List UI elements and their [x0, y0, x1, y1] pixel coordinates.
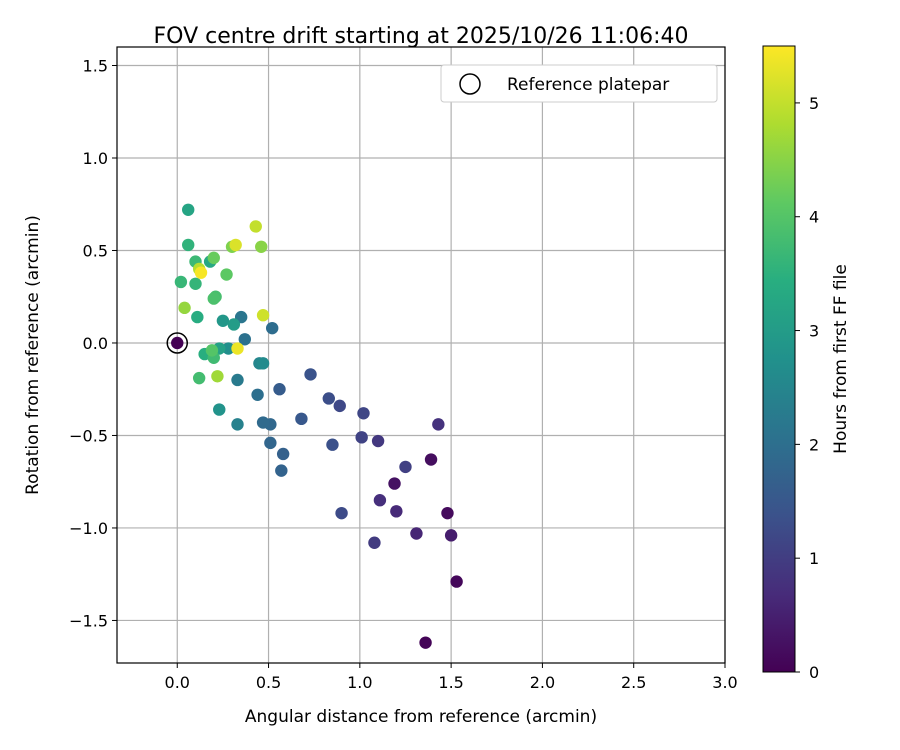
data-point: [211, 370, 224, 383]
reference-platepar-marker: [166, 332, 189, 354]
colorbar-tick-label: 5: [809, 94, 819, 113]
data-point: [189, 277, 202, 290]
data-point: [255, 240, 268, 253]
data-point: [304, 368, 317, 381]
y-tick-label: 1.0: [83, 149, 108, 168]
data-point: [275, 464, 288, 477]
data-point: [390, 505, 403, 518]
data-point: [238, 333, 252, 346]
data-point: [213, 403, 226, 416]
data-point: [231, 418, 244, 431]
y-tick-label: 0.5: [83, 241, 108, 260]
data-point: [227, 318, 241, 331]
data-point: [368, 536, 381, 549]
x-axis-label: Angular distance from reference (arcmin): [245, 707, 597, 727]
x-tick-label: 0.0: [165, 673, 190, 692]
legend-marker-icon: [459, 73, 481, 95]
y-axis-ticks: −1.5 −1.0 −0.5 0.0 0.5 1.0 1.5: [69, 56, 117, 630]
data-point: [191, 310, 204, 324]
data-point: [231, 342, 244, 355]
data-point: [322, 392, 335, 405]
data-point: [424, 453, 438, 466]
data-point: [256, 357, 270, 370]
chart-title: FOV centre drift starting at 2025/10/26 …: [154, 24, 689, 49]
colorbar-tick-label: 3: [809, 322, 819, 341]
x-tick-label: 2.5: [621, 673, 646, 692]
data-point: [231, 373, 244, 387]
data-point: [335, 506, 348, 520]
data-point: [192, 371, 206, 385]
x-axis-ticks: 0.0 0.5 1.0 1.5 2.0 2.5 3.0: [165, 663, 738, 692]
y-tick-label: −1.5: [69, 611, 108, 630]
x-tick-label: 0.5: [256, 673, 281, 692]
x-tick-label: 2.0: [530, 673, 555, 692]
data-point: [276, 447, 290, 461]
data-point: [222, 342, 235, 355]
y-tick-label: −0.5: [69, 426, 108, 445]
colorbar-tick-label: 4: [809, 208, 819, 227]
data-point: [419, 636, 432, 649]
data-point: [432, 418, 445, 431]
colorbar-ticks: 0 1 2 3 4 5: [795, 94, 819, 682]
data-point: [194, 266, 208, 279]
data-point: [256, 416, 270, 429]
colorbar-tick-label: 2: [809, 435, 819, 454]
data-point: [216, 314, 230, 327]
data-point: [444, 529, 458, 542]
data-point: [229, 238, 242, 252]
data-point: [410, 527, 423, 540]
data-point: [178, 301, 191, 315]
legend: Reference platepar: [440, 64, 718, 103]
colorbar-gradient: [762, 45, 796, 673]
data-point: [326, 438, 339, 451]
data-point: [441, 506, 454, 520]
data-point: [295, 412, 308, 426]
y-axis-label: Rotation from reference (arcmin): [23, 215, 43, 495]
data-point: [251, 388, 264, 401]
data-point: [174, 275, 188, 289]
data-point: [355, 431, 368, 444]
data-point: [371, 434, 385, 448]
colorbar-tick-label: 0: [809, 663, 819, 682]
data-point: [273, 383, 286, 396]
plot-frame: [116, 46, 726, 664]
data-point: [388, 477, 401, 490]
data-point: [207, 251, 220, 265]
data-point: [265, 321, 279, 335]
legend-entry-reference: Reference platepar: [507, 75, 669, 95]
colorbar-tick-label: 1: [809, 549, 819, 568]
data-points: [174, 203, 463, 649]
y-tick-label: −1.0: [69, 519, 108, 538]
data-point: [182, 203, 195, 216]
data-point: [357, 407, 370, 420]
data-point: [450, 575, 463, 588]
x-tick-label: 1.5: [438, 673, 463, 692]
reference-point: [171, 336, 184, 350]
legend-box: [440, 64, 718, 103]
data-point: [207, 292, 220, 305]
data-point: [333, 399, 346, 413]
y-tick-label: 1.5: [83, 56, 108, 75]
data-point: [256, 309, 270, 322]
data-point: [182, 238, 195, 252]
data-point: [399, 460, 412, 474]
reference-ring: [166, 332, 189, 354]
y-tick-label: 0.0: [83, 334, 108, 353]
data-point: [249, 220, 262, 233]
x-tick-label: 3.0: [712, 673, 737, 692]
colorbar: 0 1 2 3 4 5 Hours from first FF file: [762, 45, 851, 682]
colorbar-label: Hours from first FF file: [831, 264, 851, 454]
x-tick-label: 1.0: [347, 673, 372, 692]
data-point: [220, 268, 233, 281]
data-point: [373, 494, 387, 507]
data-point: [205, 344, 219, 357]
data-point: [264, 436, 277, 450]
